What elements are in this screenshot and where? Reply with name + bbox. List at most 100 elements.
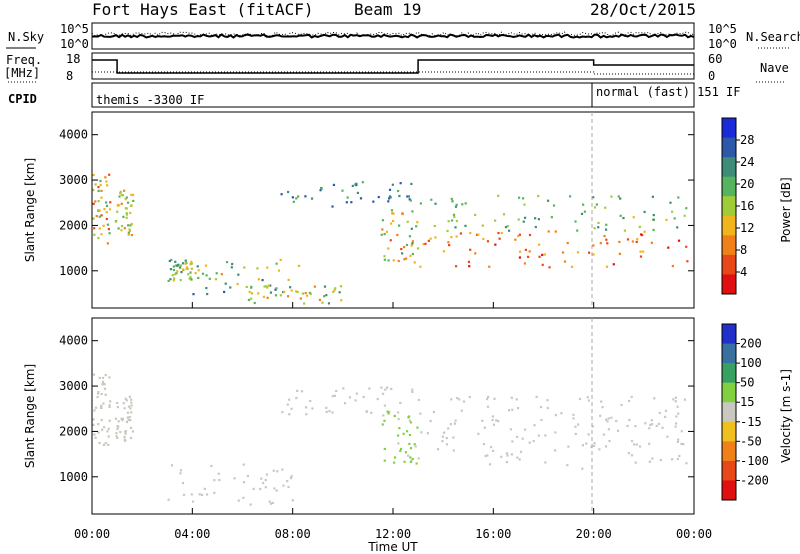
range-gate-cell	[103, 383, 106, 386]
range-gate-cell	[398, 194, 401, 198]
cpid-segment-themis: themis -3300 IF	[96, 93, 204, 107]
range-gate-cell	[108, 232, 111, 235]
range-gate-cell	[554, 413, 558, 417]
range-gate-cell	[441, 435, 445, 438]
range-gate-cell	[411, 240, 414, 243]
range-gate-cell	[424, 242, 427, 245]
range-gate-cell	[406, 220, 409, 223]
range-gate-cell	[127, 231, 130, 234]
range-gate-cell	[455, 219, 458, 223]
range-gate-cell	[576, 251, 580, 254]
colorbar-swatch	[722, 460, 736, 481]
range-gate-cell	[191, 500, 195, 503]
range-gate-cell	[128, 228, 131, 231]
range-gate-cell	[345, 201, 348, 204]
range-gate-cell	[417, 457, 420, 460]
range-gate-cell	[651, 457, 654, 460]
range-gate-cell	[340, 299, 343, 302]
range-gate-cell	[683, 398, 687, 401]
range-gate-cell	[172, 279, 176, 282]
range-gate-cell	[599, 242, 602, 245]
range-gate-cell	[650, 423, 654, 426]
range-gate-cell	[256, 267, 259, 270]
range-gate-cell	[120, 202, 123, 205]
colorbar-tick-label: -15	[740, 415, 762, 429]
range-gate-cell	[676, 405, 679, 408]
range-gate-cell	[419, 412, 422, 415]
time-tick-label: 00:00	[676, 527, 712, 541]
range-gate-cell	[493, 397, 496, 400]
range-gate-cell	[388, 410, 391, 414]
power-ylabel: Slant Range [km]	[23, 158, 37, 262]
range-gate-cell	[592, 253, 595, 256]
range-gate-cell	[304, 195, 307, 198]
range-gate-cell	[661, 426, 664, 429]
range-gate-cell	[197, 276, 200, 280]
range-gate-cell	[397, 417, 400, 421]
range-gate-cell	[121, 417, 125, 420]
range-gate-cell	[205, 287, 208, 290]
range-gate-cell	[433, 224, 436, 228]
range-gate-cell	[372, 200, 375, 203]
colorbar-swatch	[722, 118, 736, 139]
range-gate-cell	[100, 196, 103, 199]
time-axis-label: Time UT	[367, 540, 418, 554]
range-gate-cell	[295, 290, 298, 293]
nave-tick-top: 60	[708, 52, 722, 66]
range-gate-cell	[108, 404, 111, 407]
range-gate-cell	[403, 460, 406, 463]
freq-label-line2: [MHz]	[4, 66, 40, 80]
range-gate-cell	[445, 436, 448, 440]
range-gate-cell	[486, 240, 490, 243]
range-gate-cell	[523, 203, 526, 206]
range-gate-cell	[615, 419, 618, 423]
range-gate-cell	[97, 185, 100, 189]
range-gate-cell	[391, 212, 394, 215]
range-gate-cell	[677, 438, 680, 441]
range-gate-cell	[464, 224, 467, 227]
range-gate-cell	[462, 400, 466, 403]
range-gate-cell	[107, 228, 110, 231]
range-gate-cell	[387, 412, 390, 415]
range-gate-cell	[405, 430, 409, 433]
range-gate-cell	[665, 218, 668, 222]
range-gate-cell	[93, 409, 96, 412]
range-gate-cell	[92, 202, 95, 205]
range-gate-cell	[434, 236, 437, 239]
range-gate-cell	[411, 457, 414, 461]
range-gate-cell	[200, 493, 204, 496]
range-gate-cell	[397, 259, 400, 263]
range-gate-cell	[295, 396, 298, 400]
range-gate-cell	[447, 241, 450, 244]
range-gate-cell	[99, 183, 102, 187]
range-gate-cell	[572, 417, 575, 420]
range-gate-cell	[168, 259, 171, 263]
range-gate-cell	[178, 266, 182, 269]
range-gate-cell	[309, 292, 312, 296]
range-gate-cell	[231, 262, 234, 266]
range-gate-cell	[276, 470, 279, 473]
range-gate-cell	[121, 419, 124, 422]
range-gate-cell	[550, 216, 553, 219]
range-gate-cell	[390, 387, 393, 391]
range-gate-cell	[125, 399, 128, 402]
range-gate-cell	[491, 419, 494, 422]
range-gate-cell	[383, 258, 386, 261]
range-gate-cell	[622, 216, 625, 220]
range-gate-cell	[97, 236, 100, 240]
range-gate-cell	[106, 242, 109, 245]
range-gate-cell	[190, 278, 193, 281]
range-gate-cell	[179, 264, 182, 267]
range-gate-cell	[319, 189, 322, 192]
range-gate-cell	[454, 226, 457, 229]
range-gate-cell	[130, 401, 133, 404]
range-gate-cell	[123, 407, 126, 410]
range-gate-cell	[107, 435, 110, 438]
range-gate-cell	[612, 263, 615, 266]
range-gate-cell	[126, 411, 130, 414]
range-gate-cell	[619, 214, 622, 217]
range-gate-cell	[169, 268, 173, 271]
range-gate-cell	[582, 203, 585, 206]
range-gate-cell	[203, 487, 206, 490]
range-gate-cell	[124, 198, 127, 201]
